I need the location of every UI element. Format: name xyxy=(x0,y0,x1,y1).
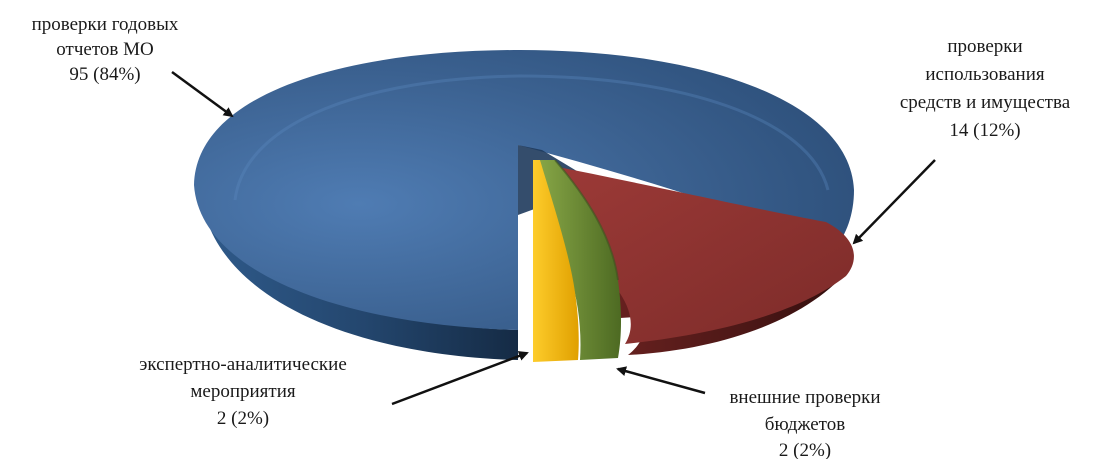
label-expert-analytics-line1: экспертно-аналитические xyxy=(139,354,347,375)
label-funds-usage: проверки использования средств и имущест… xyxy=(900,36,1071,141)
label-expert-analytics: экспертно-аналитические мероприятия 2 (2… xyxy=(139,354,347,429)
slice-annual-reports-top xyxy=(194,50,854,330)
slice-expert-analytics-shape xyxy=(530,160,579,362)
label-external-audits-line2: бюджетов xyxy=(765,414,845,435)
label-funds-usage-line2: использования xyxy=(925,64,1045,85)
label-external-audits: внешние проверки бюджетов 2 (2%) xyxy=(729,387,880,461)
slice-funds-usage-top xyxy=(548,165,854,344)
slice-external-audits-shape xyxy=(540,160,621,360)
arrow-external-audits xyxy=(616,366,706,395)
label-annual-reports-value: 95 (84%) xyxy=(69,64,140,85)
arrow-annual-reports xyxy=(171,70,234,118)
label-annual-reports-line1: проверки годовых xyxy=(32,14,179,35)
arrow-expert-analytics xyxy=(391,351,529,406)
label-external-audits-value: 2 (2%) xyxy=(779,440,831,459)
slice-external-audits xyxy=(540,159,621,360)
label-annual-reports-line2: отчетов МО xyxy=(56,39,153,60)
label-external-audits-line1: внешние проверки xyxy=(729,387,880,408)
slice-expert-analytics xyxy=(530,160,579,362)
label-annual-reports: проверки годовых отчетов МО 95 (84%) xyxy=(32,14,179,85)
label-funds-usage-line3: средств и имущества xyxy=(900,92,1071,113)
label-expert-analytics-line2: мероприятия xyxy=(190,381,296,402)
arrow-funds-usage xyxy=(852,159,936,245)
label-funds-usage-value: 14 (12%) xyxy=(949,120,1020,141)
label-funds-usage-line1: проверки xyxy=(947,36,1022,57)
slice-funds-usage xyxy=(548,165,854,355)
label-expert-analytics-value: 2 (2%) xyxy=(217,408,269,429)
